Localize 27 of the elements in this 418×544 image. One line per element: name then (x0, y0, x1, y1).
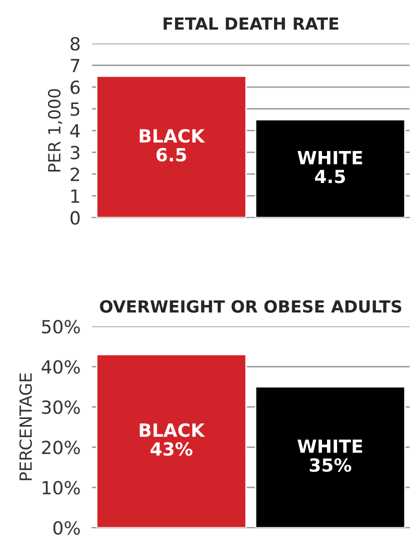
y-tick-label: 2 (70, 168, 80, 181)
y-axis-title: PER 1,000 (48, 89, 62, 172)
y-tick-label: 4 (70, 124, 80, 138)
y-tick-label: 50% (42, 320, 80, 334)
chart-title: FETAL DEATH RATE (164, 17, 338, 30)
data-label: 6.5 (156, 148, 186, 162)
x-tick-label: BLACK (140, 129, 206, 143)
y-axis-title: PERCENTAGE (19, 373, 32, 480)
y-tick-label: 3 (70, 146, 80, 160)
x-tick-label: BLACK (140, 423, 206, 437)
y-tick-label: 30% (42, 400, 80, 414)
y-tick-label: 1 (71, 190, 80, 203)
x-tick-label: WHITE (298, 151, 362, 164)
data-label: 4.5 (315, 170, 345, 184)
data-label: 35% (310, 458, 352, 472)
x-tick-label: WHITE (298, 440, 362, 453)
chart-title: OVERWEIGHT OR OBESE ADULTS (100, 300, 402, 313)
y-tick-label: 10% (42, 480, 80, 495)
y-tick-label: 7 (70, 58, 80, 72)
y-tick-label: 20% (42, 440, 80, 454)
y-tick-label: 40% (42, 360, 80, 374)
y-tick-label: 0 (70, 211, 80, 225)
y-tick-label: 8 (70, 36, 80, 51)
data-label: 43% (150, 442, 192, 456)
y-tick-label: 0% (53, 521, 80, 535)
y-tick-label: 6 (70, 80, 80, 94)
y-tick-label: 5 (70, 102, 80, 116)
